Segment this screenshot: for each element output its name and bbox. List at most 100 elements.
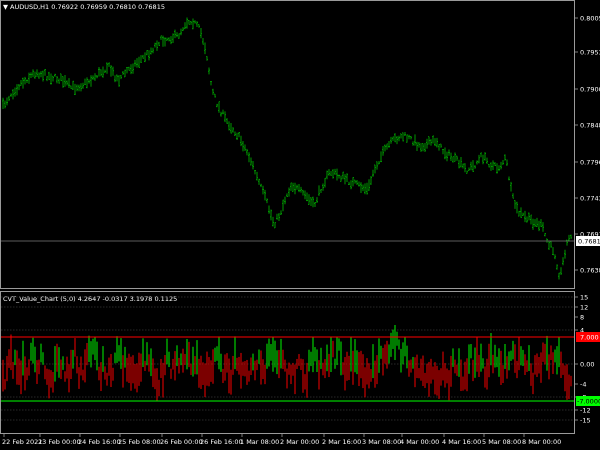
price-candle (66, 80, 68, 86)
price-candle (522, 212, 524, 217)
price-candle (272, 216, 274, 227)
price-candle (184, 22, 186, 30)
price-candle (436, 137, 438, 148)
indicator-header: CVT_Value_Chart (5,0) 4.2647 -0.0317 3.1… (3, 295, 177, 303)
time-label: 3 Mar 08:00 (362, 438, 401, 446)
price-candle (386, 143, 388, 150)
price-candle (174, 29, 176, 39)
price-candle (12, 89, 14, 100)
price-candle (154, 42, 156, 48)
price-candle (134, 59, 136, 67)
price-candle (98, 66, 100, 77)
price-candle (234, 131, 236, 136)
price-candle (198, 24, 200, 28)
price-candle (136, 58, 138, 68)
price-candle (470, 161, 472, 171)
price-candle (402, 132, 404, 142)
price-candle (144, 52, 146, 63)
price-candle (268, 205, 270, 214)
price-candle (452, 156, 454, 163)
overbought-tag: 7.000 (576, 332, 600, 342)
price-candle (84, 78, 86, 85)
price-candle (568, 234, 570, 242)
price-candle (414, 134, 416, 146)
price-candle (250, 157, 252, 166)
price-candle (342, 171, 344, 180)
price-candle (270, 209, 272, 221)
price-candle (322, 183, 324, 191)
price-candle (554, 254, 556, 260)
main-chart-frame[interactable] (0, 0, 575, 289)
price-candle (332, 169, 334, 179)
price-candle (100, 69, 102, 77)
price-candle (246, 148, 248, 156)
price-candle (514, 200, 516, 209)
price-candle (22, 77, 24, 89)
price-candle (232, 127, 234, 133)
price-candle (110, 65, 112, 77)
indicator-level-label: 0.00 (580, 361, 594, 369)
price-candle (298, 183, 300, 193)
price-candle (258, 178, 260, 185)
price-candle (510, 181, 512, 192)
price-candle (122, 71, 124, 75)
price-candle (168, 37, 170, 42)
price-candle (440, 143, 442, 148)
price-candle (476, 160, 478, 165)
price-candle (312, 196, 314, 208)
price-candle (226, 118, 228, 124)
price-candle (538, 220, 540, 232)
price-candle (178, 33, 180, 39)
price-candle (524, 210, 526, 223)
price-candle (236, 132, 238, 140)
price-candle (490, 162, 492, 171)
price-candle (116, 74, 118, 82)
price-candle (30, 72, 32, 78)
price-candle (562, 257, 564, 266)
price-candle (94, 73, 96, 81)
indicator-level-label: -15 (580, 417, 591, 425)
price-candle (186, 17, 188, 29)
price-candle (458, 159, 460, 169)
price-candle (544, 233, 546, 237)
price-candle (330, 170, 332, 176)
price-candle (380, 151, 382, 163)
price-candle (204, 42, 206, 55)
price-candle (76, 84, 78, 92)
price-candle (60, 73, 62, 82)
price-candle (114, 75, 116, 83)
price-candle (148, 50, 150, 61)
price-candle (364, 183, 366, 195)
price-candle (42, 70, 44, 82)
price-candle (408, 134, 410, 140)
price-candle (142, 54, 144, 59)
time-label: 5 Mar 08:00 (482, 438, 521, 446)
price-candle (196, 21, 198, 28)
price-candle (536, 217, 538, 227)
price-candle (278, 213, 280, 221)
triangle-icon[interactable]: ▼ (3, 3, 8, 11)
price-candle (190, 21, 192, 25)
price-candle (512, 193, 514, 199)
price-candle (302, 189, 304, 196)
time-label: 26 Feb 16:00 (200, 438, 243, 446)
price-candle (534, 219, 536, 227)
price-candle (516, 201, 518, 214)
price-candle (208, 67, 210, 75)
price-candle (58, 78, 60, 84)
price-candle (468, 167, 470, 171)
price-label: 0.79005 (580, 86, 600, 94)
price-candle (356, 180, 358, 186)
price-candle (38, 72, 40, 79)
price-candle (450, 152, 452, 162)
price-candle (404, 132, 406, 137)
oversold-tag-label: -7.0000 (577, 398, 600, 406)
price-candle (214, 93, 216, 98)
indicator-level-label: -4 (580, 381, 586, 389)
current-price-tag: 0.76815 (576, 236, 600, 246)
price-candle (276, 213, 278, 220)
price-candle (286, 193, 288, 198)
price-candle (210, 81, 212, 86)
price-candle (382, 145, 384, 156)
price-candle (388, 141, 390, 148)
